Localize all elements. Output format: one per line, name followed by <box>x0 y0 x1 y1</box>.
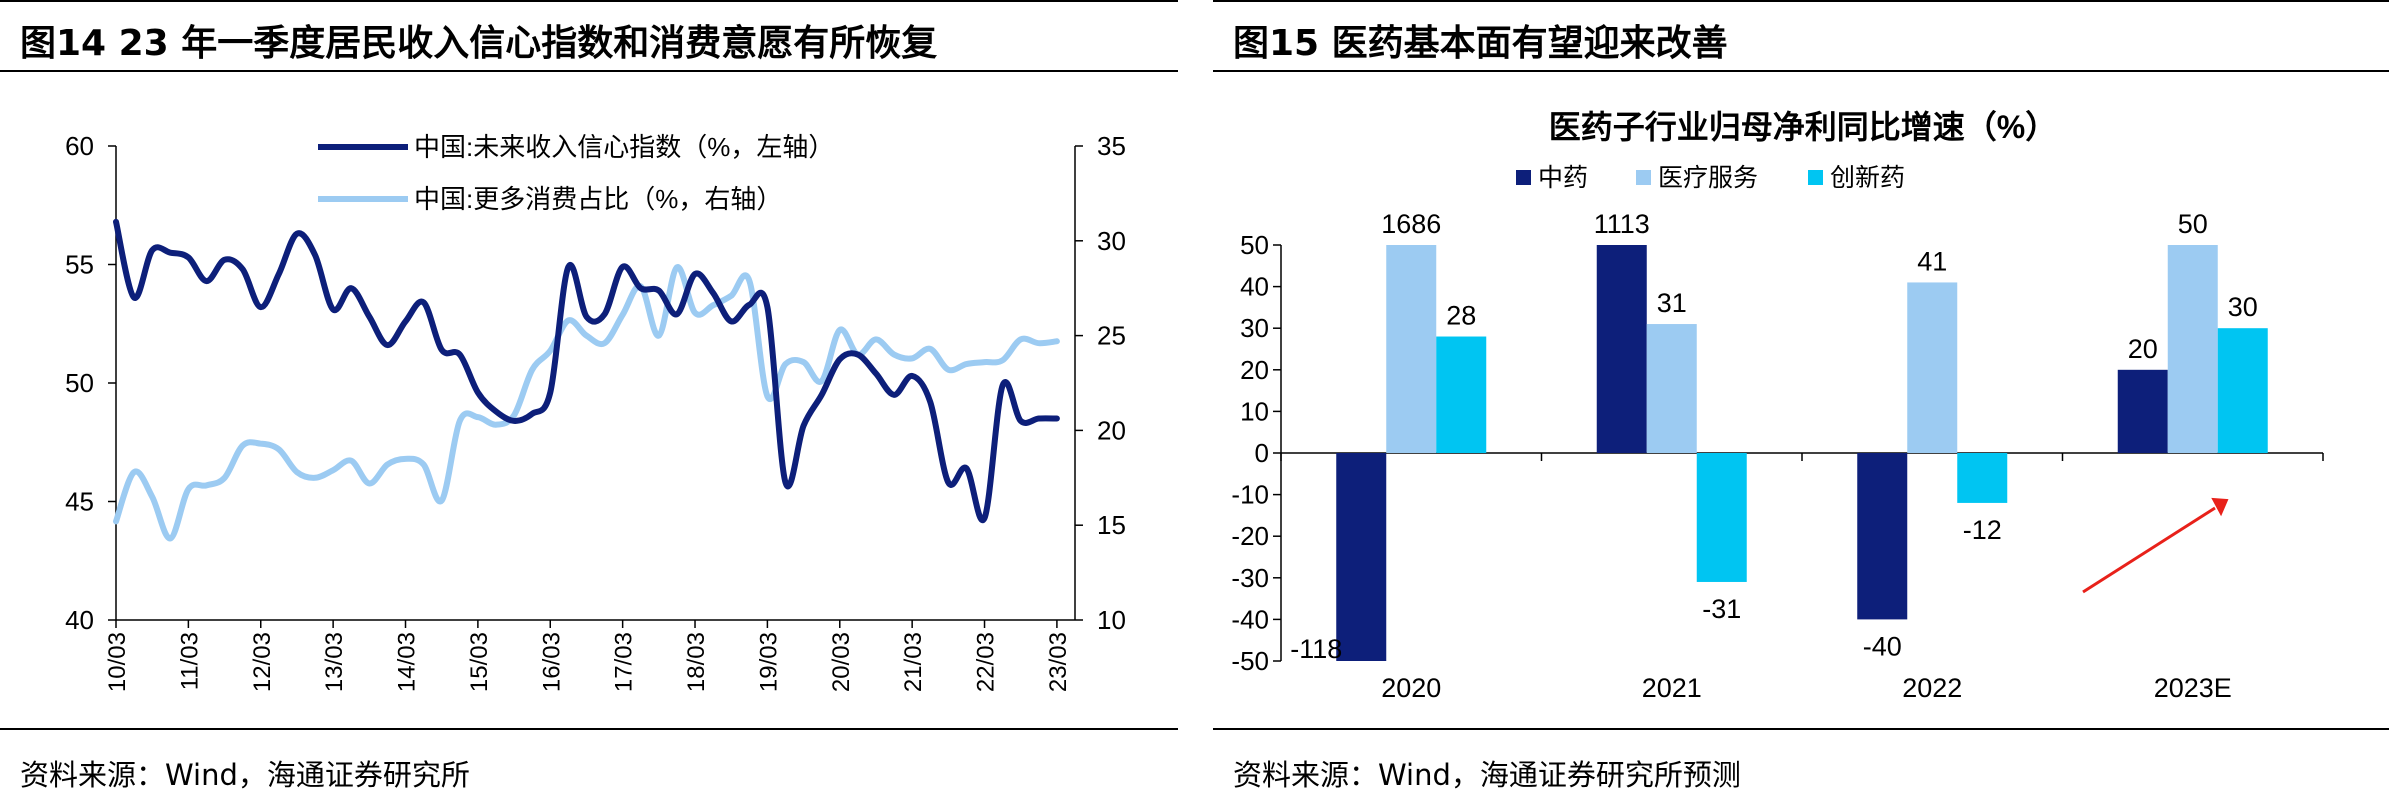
bar <box>2117 369 2168 453</box>
y-tick-label: -10 <box>1231 480 1269 510</box>
y-tick-label: 20 <box>1240 355 1269 385</box>
x-tick-label: 18/03 <box>683 632 710 692</box>
source-note: 资料来源：Wind，海通证券研究所预测 <box>1233 758 1741 792</box>
top-rule <box>1213 0 2389 2</box>
source-note: 资料来源：Wind，海通证券研究所 <box>20 758 470 792</box>
y-tick-label: 40 <box>1240 272 1269 302</box>
x-tick-label: 21/03 <box>900 632 927 692</box>
data-label: 20 <box>2128 334 2158 364</box>
right-y-tick-label: 35 <box>1097 131 1126 161</box>
bar <box>2217 328 2268 453</box>
left-y-tick-label: 50 <box>65 368 94 398</box>
right-y-tick-label: 10 <box>1097 605 1126 635</box>
data-label: 41 <box>1917 246 1947 276</box>
x-tick-label: 20/03 <box>828 632 855 692</box>
data-label: -40 <box>1863 631 1902 661</box>
bar <box>1646 324 1697 453</box>
left-y-tick-label: 40 <box>65 605 94 635</box>
legend-swatch <box>1808 170 1823 185</box>
y-tick-label: -20 <box>1231 521 1269 551</box>
figure-title: 图15 医药基本面有望迎来改善 <box>1233 23 1728 64</box>
right-y-tick-label: 15 <box>1097 510 1126 540</box>
bottom-rule <box>1213 728 2389 730</box>
bar <box>1596 245 1647 453</box>
bar-chart: 医药子行业归母净利同比增速（%） 中药 医疗服务 创新药 50 40 30 20 10 0 -10 -… <box>1231 109 2324 703</box>
data-label: 31 <box>1657 288 1687 318</box>
x-tick-label: 10/03 <box>104 632 131 692</box>
y-tick-label: 50 <box>1240 230 1269 260</box>
x-tick-label: 22/03 <box>973 632 1000 692</box>
legend-swatch <box>1516 170 1531 185</box>
y-tick-label: 30 <box>1240 313 1269 343</box>
bottom-rule <box>0 728 1178 730</box>
legend-label: 医疗服务 <box>1658 164 1758 192</box>
bar <box>1436 336 1487 453</box>
category-label: 2023E <box>2154 673 2232 703</box>
legend-swatch <box>1636 170 1651 185</box>
y-tick-label: -30 <box>1231 563 1269 593</box>
right-y-tick-label: 25 <box>1097 321 1126 351</box>
data-label: 1686 <box>1381 209 1441 239</box>
annotation-arrow-head <box>2211 497 2229 517</box>
right-y-tick-label: 30 <box>1097 226 1126 256</box>
y-tick-label: 10 <box>1240 396 1269 426</box>
bar <box>1857 453 1908 620</box>
x-tick-label: 11/03 <box>176 632 203 690</box>
x-tick-label: 12/03 <box>249 632 276 692</box>
data-label: 50 <box>2178 209 2208 239</box>
consumption-share-line <box>113 264 1060 542</box>
x-tick-label: 17/03 <box>611 632 638 692</box>
legend-label: 中国:未来收入信心指数（%，左轴） <box>414 132 834 162</box>
legend-label: 创新药 <box>1830 164 1905 192</box>
bar <box>1907 282 1958 453</box>
legend-label: 中国:更多消费占比（%，右轴） <box>414 184 782 214</box>
x-tick-label: 16/03 <box>538 632 565 692</box>
figure-15-panel: 图15 医药基本面有望迎来改善 医药子行业归母净利同比增速（%） 中药 医疗服务 创新… <box>1213 0 2389 797</box>
category-label: 2020 <box>1381 673 1441 703</box>
y-tick-label: -40 <box>1231 604 1269 634</box>
data-label: 28 <box>1446 301 1476 331</box>
annotation-arrow-line <box>2082 506 2216 594</box>
bar <box>1957 453 2008 503</box>
line-chart: 60 55 50 45 40 35 30 25 20 15 10 10/03 11/03 12/03 13/… <box>65 131 1126 692</box>
y-tick-label: 0 <box>1255 438 1269 468</box>
title-rule <box>1213 70 2389 72</box>
title-rule <box>0 70 1178 72</box>
category-label: 2021 <box>1642 673 1702 703</box>
data-label: -12 <box>1963 515 2002 545</box>
income-confidence-line <box>113 218 1060 524</box>
x-tick-label: 13/03 <box>321 632 348 692</box>
bar <box>2167 245 2218 453</box>
left-y-tick-label: 60 <box>65 131 94 161</box>
x-tick-label: 14/03 <box>394 632 421 692</box>
bar <box>1386 245 1437 453</box>
figure-14-panel: 图14 23 年一季度居民收入信心指数和消费意愿有所恢复 60 55 50 45 40 3… <box>0 0 1178 797</box>
data-label: -118 <box>1290 634 1342 664</box>
x-tick-label: 15/03 <box>466 632 493 692</box>
category-label: 2022 <box>1902 673 1962 703</box>
top-rule <box>0 0 1178 2</box>
left-y-tick-label: 55 <box>65 250 94 280</box>
chart-title: 医药子行业归母净利同比增速（%） <box>1549 109 2057 145</box>
right-y-tick-label: 20 <box>1097 415 1126 445</box>
data-label: 1113 <box>1594 209 1650 239</box>
left-y-tick-label: 45 <box>65 487 94 517</box>
data-label: -31 <box>1702 594 1741 624</box>
y-tick-label: -50 <box>1231 646 1269 676</box>
bar <box>1696 453 1747 582</box>
x-tick-label: 23/03 <box>1045 632 1072 692</box>
legend-label: 中药 <box>1538 164 1588 192</box>
figure-title: 图14 23 年一季度居民收入信心指数和消费意愿有所恢复 <box>20 23 938 64</box>
data-label: 30 <box>2228 292 2258 322</box>
bar <box>1336 453 1387 661</box>
x-tick-label: 19/03 <box>755 632 782 692</box>
